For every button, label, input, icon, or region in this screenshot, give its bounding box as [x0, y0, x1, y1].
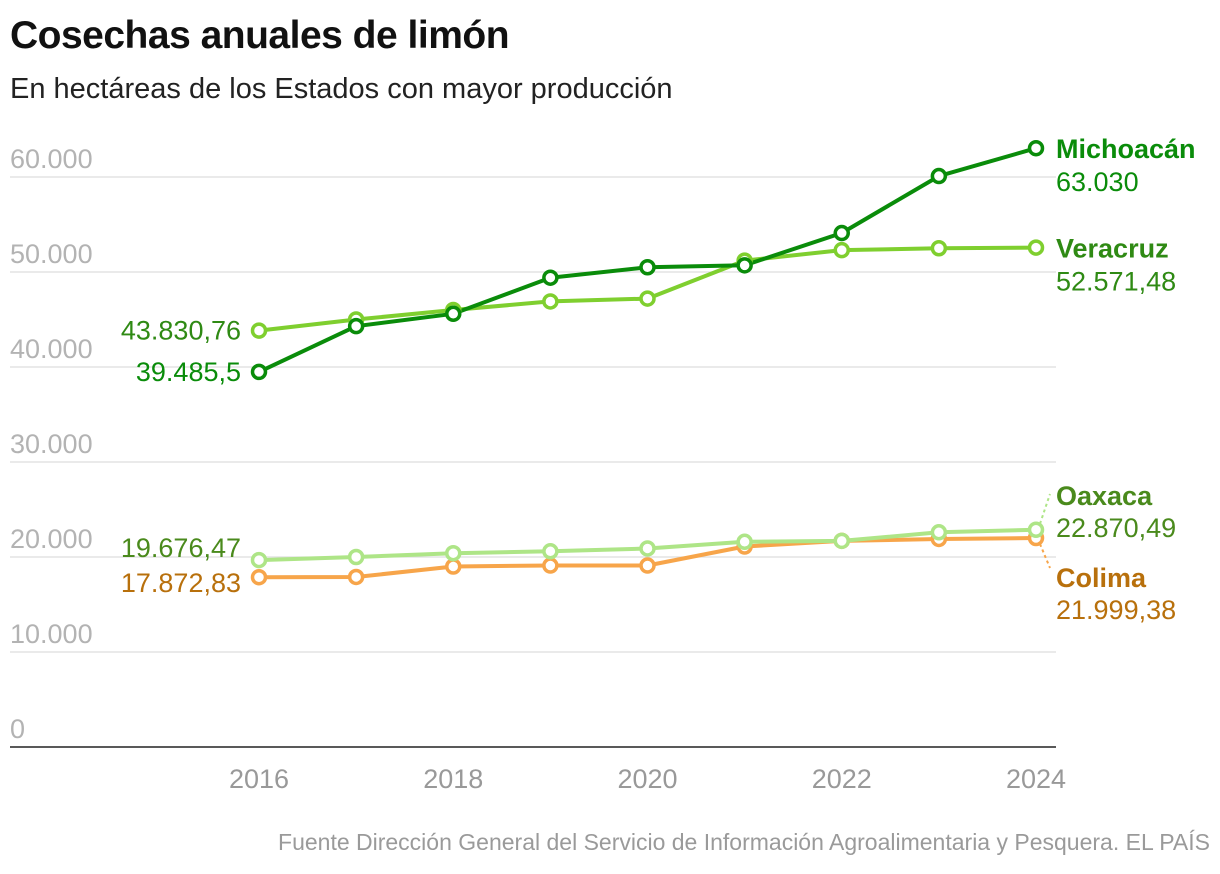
x-tick-label: 2020: [617, 764, 677, 794]
data-point: [833, 241, 850, 259]
gridlines: [10, 176, 1056, 748]
data-point: [250, 568, 268, 586]
series-end-value: 63.030: [1056, 167, 1139, 197]
data-point: [736, 257, 753, 274]
data-point: [347, 548, 365, 566]
data-point: [250, 551, 268, 569]
data-point: [445, 305, 462, 323]
series-name-label: Michoacán: [1056, 134, 1196, 164]
data-point: [445, 544, 462, 562]
series-end-value: 21.999,38: [1056, 595, 1176, 625]
y-tick-label: 10.000: [10, 619, 93, 649]
y-tick-label: 0: [10, 714, 25, 744]
series-name-label: Oaxaca: [1056, 481, 1153, 511]
data-point: [639, 557, 656, 574]
data-point: [445, 558, 462, 575]
chart-title: Cosechas anuales de limón: [10, 14, 510, 57]
x-tick-label: 2024: [1006, 764, 1066, 794]
y-tick-label: 40.000: [10, 334, 93, 364]
data-point: [639, 259, 656, 276]
y-tick-label: 20.000: [10, 524, 93, 554]
data-point: [833, 224, 850, 242]
series-lines: [257, 146, 1038, 580]
data-point: [930, 240, 948, 257]
series-start-value: 19.676,47: [121, 533, 241, 563]
series-leader-line: [1039, 493, 1051, 525]
y-axis: 0 10.000 20.000 30.000 40.000 50.000 60.000: [10, 144, 93, 744]
series-name-label: Veracruz: [1056, 234, 1169, 264]
series-end-value: 52.571,48: [1056, 267, 1176, 297]
data-point: [930, 167, 948, 185]
data-point: [542, 293, 559, 310]
data-point: [542, 543, 559, 560]
x-tick-label: 2018: [423, 764, 483, 794]
series-points: [250, 139, 1045, 586]
data-point: [542, 557, 559, 574]
series-end-value: 22.870,49: [1056, 513, 1176, 543]
series-start-value: 39.485,5: [136, 357, 241, 387]
x-axis: 2016 2018 2020 2022 2024: [229, 764, 1066, 794]
data-point: [250, 363, 268, 381]
data-point: [833, 532, 850, 550]
chart-subtitle: En hectáreas de los Estados con mayor pr…: [10, 73, 673, 105]
series-name-label: Colima: [1056, 563, 1147, 593]
data-point: [1027, 521, 1045, 538]
data-point: [639, 540, 656, 557]
data-point: [347, 317, 365, 335]
data-point: [1027, 139, 1045, 157]
data-point: [930, 524, 948, 541]
x-tick-label: 2016: [229, 764, 289, 794]
data-point: [736, 533, 753, 551]
series-start-value: 43.830,76: [121, 316, 241, 346]
data-point: [542, 269, 559, 286]
data-point: [639, 290, 656, 307]
y-tick-label: 50.000: [10, 239, 93, 269]
y-tick-label: 30.000: [10, 429, 93, 459]
source-note: Fuente Dirección General del Servicio de…: [278, 829, 1210, 855]
series-start-value: 17.872,83: [121, 568, 241, 598]
data-point: [250, 322, 268, 339]
series-leader-line: [1039, 543, 1051, 569]
x-tick-label: 2022: [812, 764, 872, 794]
y-tick-label: 60.000: [10, 144, 93, 174]
data-point: [347, 568, 365, 586]
data-point: [1027, 239, 1045, 256]
